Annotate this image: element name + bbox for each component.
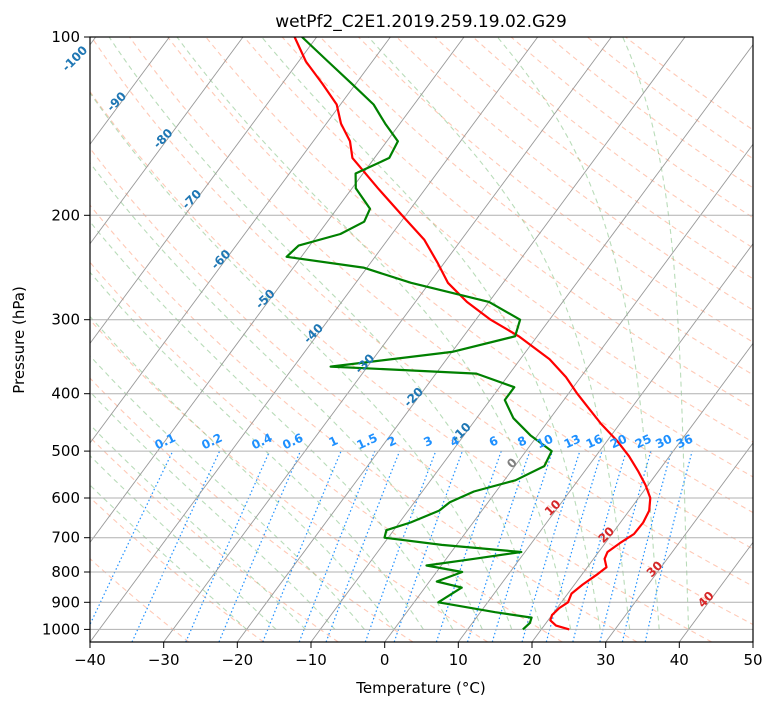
mixing-ratio-line — [263, 451, 341, 642]
y-axis-title: Pressure (hPa) — [10, 286, 28, 394]
dry-adiabat-line — [282, 37, 775, 642]
x-tick-label: −30 — [148, 651, 180, 669]
isotherm-line — [16, 37, 464, 642]
mixing-ratio-label: 10 — [534, 432, 555, 452]
dry-adiabat-line — [0, 37, 189, 642]
mixing-ratio-label: 1.5 — [355, 431, 380, 453]
dry-adiabat-line — [358, 37, 775, 642]
x-tick-label: −10 — [295, 651, 327, 669]
dry-adiabat-label: -60 — [208, 247, 233, 272]
moist-adiabat-line — [0, 37, 306, 629]
mixing-ratio-label: 8 — [515, 433, 528, 449]
mixing-ratio-label: 36 — [674, 432, 695, 452]
mixing-ratio-label: 13 — [562, 432, 583, 452]
series-layer — [287, 37, 651, 629]
y-tick-label: 700 — [51, 529, 80, 547]
dry-adiabat-label: -30 — [352, 351, 377, 376]
moist-adiabat-label: 10 — [542, 497, 564, 519]
isotherm-line — [311, 37, 759, 642]
x-tick-label: 20 — [522, 651, 541, 669]
mixing-ratio-label: 3 — [421, 433, 434, 449]
dry-adiabat-line — [206, 37, 775, 642]
moist-adiabat-line — [0, 37, 335, 629]
dry-adiabat-line — [0, 37, 338, 642]
mixing-ratio-line — [299, 451, 375, 642]
dry-adiabat-label: -90 — [104, 89, 129, 114]
y-tick-label: 100 — [51, 28, 80, 46]
mixing-ratio-line — [573, 451, 626, 642]
moist-adiabat-label: 20 — [596, 524, 618, 546]
moist-adiabat-label: 40 — [695, 589, 717, 611]
plot-frame — [90, 37, 753, 642]
y-tick-label: 500 — [51, 442, 80, 460]
x-tick-label: 10 — [449, 651, 468, 669]
x-tick-label: 30 — [596, 651, 615, 669]
x-tick-label: −40 — [74, 651, 106, 669]
y-tick-label: 800 — [51, 563, 80, 581]
mixing-ratio-label: 30 — [653, 432, 674, 452]
x-tick-label: 0 — [380, 651, 390, 669]
dry-adiabat-label: -70 — [179, 187, 204, 212]
mixing-ratio-label: 0.2 — [199, 431, 224, 453]
x-tick-label: 50 — [743, 651, 762, 669]
y-tick-label: 900 — [51, 593, 80, 611]
mixing-ratio-label: 0.6 — [280, 431, 305, 453]
dry-adiabat-line — [0, 37, 637, 642]
mixing-ratio-line — [622, 451, 671, 642]
mixing-ratio-line — [326, 451, 400, 642]
isotherm-line — [679, 37, 775, 642]
x-axis-title: Temperature (°C) — [355, 679, 485, 697]
x-tick-label: −20 — [221, 651, 253, 669]
mixing-ratio-line — [82, 451, 173, 642]
y-tick-label: 600 — [51, 489, 80, 507]
dry-adiabat-line — [511, 37, 775, 642]
dry-adiabat-line — [0, 37, 264, 642]
mixing-ratio-label: 6 — [487, 433, 500, 449]
moist-adiabat-line — [0, 37, 247, 629]
mixing-ratio-label: 1 — [327, 433, 340, 449]
mixing-ratio-line — [186, 451, 270, 642]
dry-adiabat-line — [435, 37, 775, 642]
chart-title: wetPf2_C2E1.2019.259.19.02.G29 — [275, 12, 567, 32]
dry-adiabat-label: -50 — [253, 286, 278, 311]
dry-adiabat-label: -100 — [59, 43, 90, 74]
moist-adiabat-label: 30 — [644, 558, 666, 580]
isotherm-line — [753, 37, 775, 642]
dry-adiabat-line — [549, 37, 775, 642]
dry-adiabat-line — [0, 37, 413, 642]
y-tick-label: 1000 — [42, 620, 80, 638]
moist-adiabat-line — [0, 37, 276, 629]
dry-adiabat-line — [168, 37, 775, 642]
isotherm-line — [0, 37, 243, 642]
dry-adiabat-label: -80 — [150, 126, 175, 151]
isotherm-line — [532, 37, 775, 642]
y-tick-label: 200 — [51, 206, 80, 224]
mixing-ratio-line — [365, 451, 436, 642]
mixing-ratio-label: 2 — [385, 433, 398, 449]
mixing-ratio-line — [522, 451, 580, 642]
x-tick-label: 40 — [670, 651, 689, 669]
mixing-ratio-label: 0.1 — [153, 431, 178, 453]
isotherm-line — [385, 37, 775, 642]
isotherm-line — [0, 37, 390, 642]
dry-adiabat-line — [397, 37, 775, 642]
y-tick-label: 400 — [51, 385, 80, 403]
mixing-ratio-label: 0.4 — [249, 431, 274, 453]
dry-adiabat-label: -20 — [401, 385, 426, 410]
mixing-ratio-label: 25 — [633, 432, 654, 452]
y-tick-label: 300 — [51, 311, 80, 329]
